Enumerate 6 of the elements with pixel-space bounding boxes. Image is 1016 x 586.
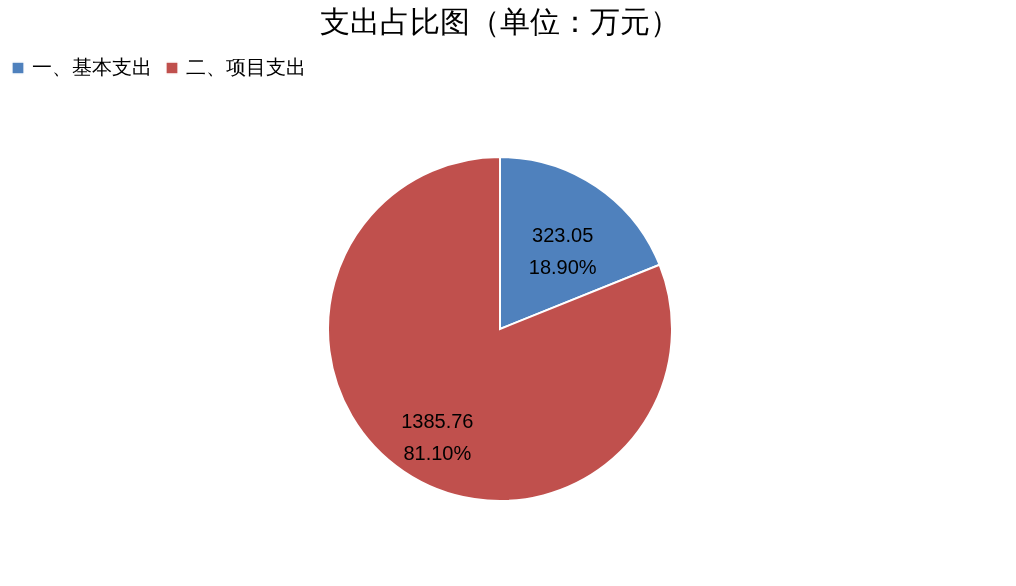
data-label: 1385.76 81.10% bbox=[401, 409, 474, 464]
chart-title: 支出占比图（单位：万元） bbox=[320, 4, 680, 39]
legend-label: 二、项目支出 bbox=[186, 55, 306, 79]
data-label: 323.05 18.90% bbox=[528, 224, 597, 279]
pie-slice bbox=[327, 156, 673, 502]
legend-label: 一、基本支出 bbox=[32, 55, 152, 79]
